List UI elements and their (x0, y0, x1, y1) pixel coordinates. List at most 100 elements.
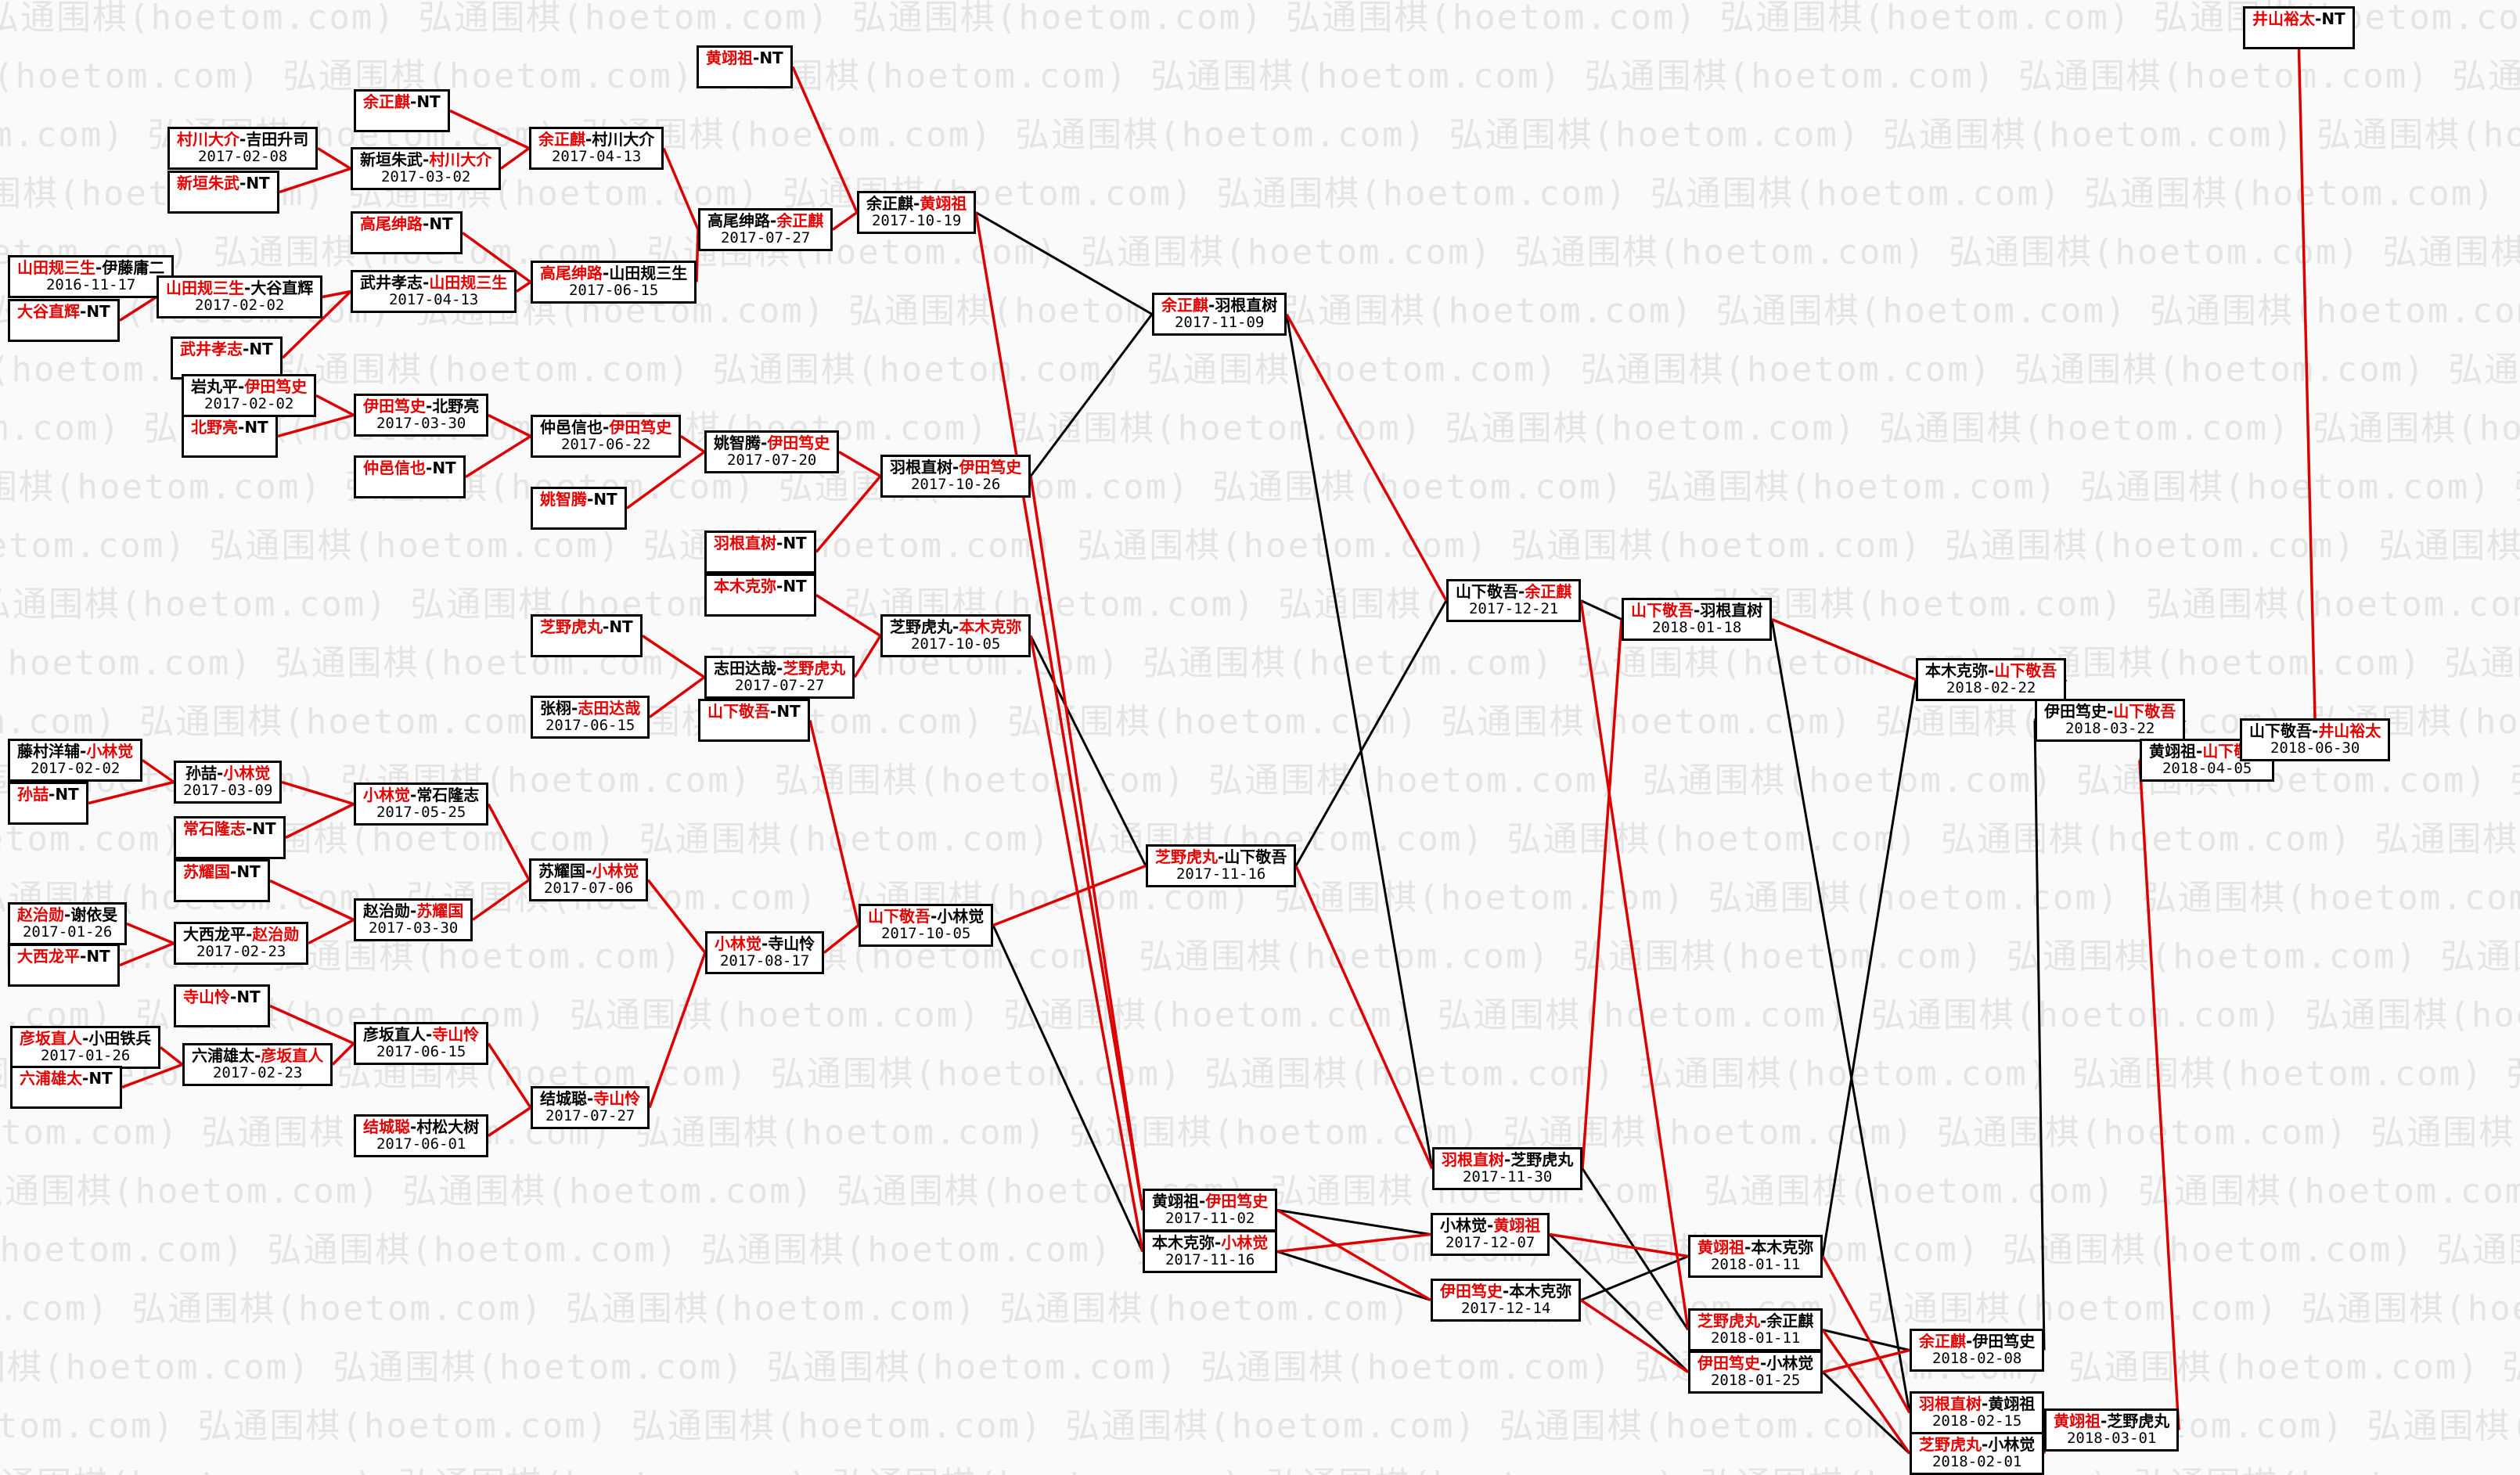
match-box-m20[interactable]: 孙喆-小林觉 2017-03-09 (174, 761, 283, 804)
match-box-m43[interactable]: 伊田笃史-小林觉 2018-01-25 (1688, 1351, 1823, 1394)
match-box-m32[interactable]: 山下敬吾-小林觉 2017-10-05 (859, 904, 994, 947)
bye-box-hg_nt[interactable]: 羽根直树-NT (704, 531, 816, 574)
match-box-m7[interactable]: 高尾绅路-山田规三生 2017-06-15 (531, 261, 697, 304)
bye-box-sz_nt[interactable]: 孙喆-NT (8, 782, 88, 825)
player2-name: 本木克弥 (959, 617, 1022, 636)
match-box-m6[interactable]: 武井孝志-山田规三生 2017-04-13 (351, 270, 517, 313)
match-box-m31[interactable]: 结城聪-村松大树 2017-06-01 (354, 1114, 489, 1157)
bye-box-tsl_nt[interactable]: 寺山怜-NT (174, 984, 270, 1027)
match-box-m33[interactable]: 芝野虎丸-山下敬吾 2017-11-16 (1146, 844, 1297, 887)
player2-name: 伊田笃史 (959, 458, 1022, 477)
match-box-m27[interactable]: 彦坂直人-小田铁兵 2017-01-26 (10, 1026, 161, 1069)
match-box-m51[interactable]: 山下敬吾-井山裕太 2018-06-30 (2240, 718, 2391, 761)
match-box-m47[interactable]: 黄翊祖-芝野虎丸 2018-03-01 (2044, 1408, 2180, 1452)
match-box-m35[interactable]: 山下敬吾-羽根直树 2018-01-18 (1622, 598, 1773, 641)
match-box-m48[interactable]: 本木克弥-山下敬吾 2018-02-22 (1916, 658, 2067, 701)
player2-name: 芝野虎丸 (1510, 1150, 1574, 1169)
player2-name: 小林觉 (592, 862, 639, 880)
match-box-m42[interactable]: 芝野虎丸-余正麒 2018-01-11 (1688, 1308, 1823, 1351)
match-box-m2[interactable]: 新垣朱武-村川大介 2017-03-02 (351, 147, 502, 190)
bye-box-syg_nt[interactable]: 苏耀国-NT (174, 859, 270, 902)
match-box-m21[interactable]: 小林觉-常石隆志 2017-05-25 (354, 782, 489, 826)
match-box-m23[interactable]: 大西龙平-赵治勋 2017-02-23 (174, 922, 309, 965)
bye-box-yzt_nt[interactable]: 姚智腾-NT (531, 487, 627, 530)
match-box-m46[interactable]: 芝野虎丸-小林觉 2018-02-01 (1910, 1432, 2045, 1475)
bracket-edge-m16-m33 (1029, 635, 1147, 867)
match-box-m14[interactable]: 张栩-志田达哉 2017-06-15 (531, 696, 650, 739)
match-box-m28[interactable]: 六浦雄太-彦坂直人 2017-02-23 (182, 1043, 333, 1086)
match-date: 2017-10-19 (871, 212, 962, 229)
player2-name: 山田规三生 (429, 273, 508, 292)
match-box-m19[interactable]: 藤村洋辅-小林觉 2017-02-02 (8, 739, 143, 782)
bye-box-zys_nt[interactable]: 仲邑信也-NT (354, 455, 466, 498)
match-box-m22[interactable]: 赵治勋-谢依旻 2017-01-26 (8, 902, 128, 945)
match-box-m13[interactable]: 羽根直树-伊田笃史 2017-10-26 (880, 455, 1031, 498)
player2-name: 寺山怜 (593, 1089, 641, 1108)
bye-box-yzq_nt[interactable]: 余正麒-NT (354, 89, 450, 132)
bye-box-lpxt_nt[interactable]: 六浦雄太-NT (10, 1066, 122, 1109)
match-box-m34[interactable]: 山下敬吾-余正麒 2017-12-21 (1446, 579, 1582, 622)
bye-box-csls_nt[interactable]: 常石隆志-NT (174, 816, 286, 859)
match-date: 2016-11-17 (45, 276, 136, 293)
match-box-m15[interactable]: 志田达哉-芝野虎丸 2017-07-27 (704, 656, 855, 699)
bye-box-wjxz_nt[interactable]: 武井孝志-NT (171, 336, 283, 380)
bye-box-hy_nt[interactable]: 黄翊祖-NT (697, 45, 793, 88)
player2-name: 小林觉 (1988, 1435, 2036, 1454)
match-box-m38[interactable]: 本木克弥-小林觉 2017-11-16 (1143, 1230, 1278, 1273)
match-date: 2017-04-13 (551, 148, 642, 165)
match-players: 芝野虎丸-NT (540, 617, 633, 636)
match-box-m39[interactable]: 小林觉-黄翊祖 2017-12-07 (1431, 1213, 1550, 1256)
match-box-m16[interactable]: 芝野虎丸-本木克弥 2017-10-05 (880, 614, 1031, 657)
player1-name: 彦坂直人 (363, 1025, 426, 1044)
bracket-edge-tsl_nt-m29 (269, 1004, 355, 1045)
bye-box-dxlp_nt[interactable]: 大西龙平-NT (8, 944, 120, 987)
match-box-m9[interactable]: 岩丸平-伊田笃史 2017-02-02 (182, 374, 317, 417)
match-box-m18[interactable]: 余正麒-羽根直树 2017-11-09 (1152, 293, 1287, 336)
player1-name: 羽根直树 (1919, 1394, 1982, 1413)
bye-box-zyhw_nt[interactable]: 芝野虎丸-NT (531, 614, 643, 657)
match-box-m45[interactable]: 羽根直树-黄翊祖 2018-02-15 (1910, 1391, 2045, 1434)
player2-name: 羽根直树 (1700, 601, 1763, 620)
match-box-m11[interactable]: 仲邑信也-伊田笃史 2017-06-22 (531, 415, 682, 458)
bye-box-bmky_nt[interactable]: 本木克弥-NT (704, 574, 816, 617)
match-box-m41[interactable]: 黄翊祖-本木克弥 2018-01-11 (1688, 1235, 1823, 1278)
match-box-m26[interactable]: 小林觉-寺山怜 2017-08-17 (705, 931, 825, 974)
player1-name: 羽根直树 (890, 458, 952, 477)
bracket-edge-m10-m11 (488, 413, 531, 438)
match-box-m30[interactable]: 结城聪-寺山怜 2017-07-27 (531, 1086, 650, 1129)
match-box-m4[interactable]: 山田规三生-伊藤庸二 2016-11-17 (8, 255, 175, 298)
match-box-m37[interactable]: 黄翊祖-伊田笃史 2017-11-02 (1143, 1189, 1278, 1232)
match-box-m36[interactable]: 羽根直树-芝野虎丸 2017-11-30 (1432, 1147, 1583, 1190)
bracket-edge-hy_nt-m17 (791, 66, 859, 214)
player2-name: 黄翊祖 (1493, 1216, 1541, 1235)
bye-box-gw_nt[interactable]: 高尾绅路-NT (351, 211, 463, 254)
bye-box-iy_nt[interactable]: 井山裕太-NT (2243, 6, 2355, 49)
bracket-edge-m20-m21 (281, 780, 355, 806)
match-box-m29[interactable]: 彦坂直人-寺山怜 2017-06-15 (354, 1022, 489, 1065)
player2-name: 黄翊祖 (920, 194, 967, 213)
bye-box-sxkg_nt[interactable]: 山下敬吾-NT (698, 699, 810, 742)
match-box-m40[interactable]: 伊田笃史-本木克弥 2017-12-14 (1431, 1279, 1582, 1322)
bracket-edge-syg_nt-m24 (269, 879, 355, 922)
bye-box-dgzh_nt[interactable]: 大谷直辉-NT (8, 299, 120, 342)
match-players: 大谷直辉-NT (17, 302, 110, 321)
bracket-edge-m42-m46 (1821, 1329, 1911, 1455)
match-box-m24[interactable]: 赵治勋-苏耀国 2017-03-30 (354, 898, 473, 941)
match-date (363, 477, 456, 494)
bye-box-byl_nt[interactable]: 北野亮-NT (182, 415, 278, 458)
bye-box-xgzw_nt[interactable]: 新垣朱武-NT (167, 171, 279, 214)
match-date: 2018-01-11 (1710, 1256, 1801, 1273)
match-date: 2017-07-27 (545, 1107, 635, 1124)
player2-name: 余正麒 (1766, 1311, 1814, 1330)
bracket-edge-m8-m17 (831, 211, 859, 231)
match-box-m5[interactable]: 山田规三生-大谷直辉 2017-02-02 (157, 275, 323, 318)
match-box-m3[interactable]: 余正麒-村川大介 2017-04-13 (529, 127, 664, 170)
match-box-m10[interactable]: 伊田笃史-北野亮 2017-03-30 (354, 394, 489, 437)
match-box-m44[interactable]: 余正麒-伊田笃史 2018-02-08 (1910, 1329, 2045, 1372)
match-box-m17[interactable]: 余正麒-黄翊祖 2017-10-19 (857, 191, 977, 234)
match-box-m25[interactable]: 苏耀国-小林觉 2017-07-06 (529, 858, 649, 901)
match-box-m8[interactable]: 高尾绅路-余正麒 2017-07-27 (698, 208, 833, 251)
match-box-m1[interactable]: 村川大介-吉田升司 2017-02-08 (167, 127, 319, 170)
match-box-m12[interactable]: 姚智腾-伊田笃史 2017-07-20 (704, 430, 840, 473)
match-box-m49[interactable]: 伊田笃史-山下敬吾 2018-03-22 (2035, 699, 2186, 742)
